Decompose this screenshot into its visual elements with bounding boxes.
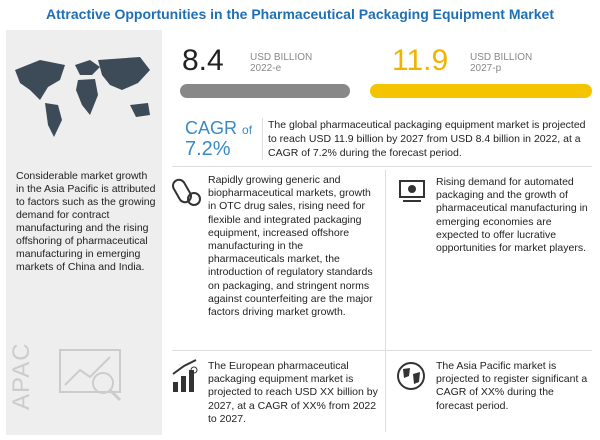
box-text: The European pharmaceutical packaging eq… (208, 360, 378, 425)
stat-bar (370, 84, 592, 98)
box-text: Rapidly growing generic and biopharmaceu… (208, 174, 373, 319)
box-text: The Asia Pacific market is projected to … (436, 360, 588, 412)
region-label: APAC (8, 342, 35, 410)
stat-bar (180, 84, 350, 98)
globe-icon (397, 362, 425, 390)
divider (262, 118, 263, 160)
cagr-word: CAGR (185, 118, 238, 138)
stat-value: 11.9 (392, 44, 449, 77)
divider (385, 170, 386, 432)
stat-value: 8.4 (182, 44, 224, 77)
stat-year: 2027-p (470, 63, 502, 74)
cagr-of: of (242, 123, 253, 137)
stat-year: 2022-e (250, 63, 282, 74)
cagr-value: 7.2% (185, 138, 231, 160)
cagr-text: The global pharmaceutical packaging equi… (268, 119, 586, 159)
stat-unit: USD BILLION (470, 52, 533, 63)
sidebar-text: Considerable market growth in the Asia P… (16, 170, 156, 273)
cagr-label: CAGR of (185, 118, 252, 139)
money-icon (399, 180, 425, 202)
analytics-icon (59, 349, 122, 402)
growth-icon (172, 359, 198, 392)
divider (172, 350, 592, 351)
box-text: Rising demand for automated packaging an… (436, 176, 588, 255)
title: Attractive Opportunities in the Pharmace… (45, 6, 554, 22)
divider (172, 166, 592, 167)
stat-unit: USD BILLION (250, 52, 313, 63)
world-map (15, 57, 150, 137)
pill-icon (172, 178, 201, 206)
